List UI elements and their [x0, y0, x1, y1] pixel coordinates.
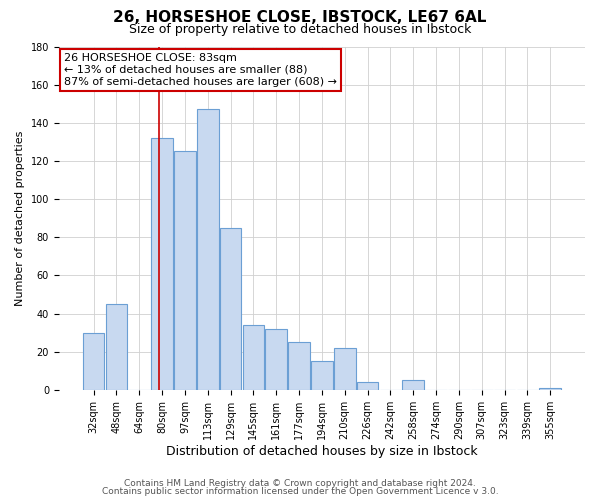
Text: 26 HORSESHOE CLOSE: 83sqm
← 13% of detached houses are smaller (88)
87% of semi-: 26 HORSESHOE CLOSE: 83sqm ← 13% of detac… [64, 54, 337, 86]
X-axis label: Distribution of detached houses by size in Ibstock: Distribution of detached houses by size … [166, 444, 478, 458]
Text: Size of property relative to detached houses in Ibstock: Size of property relative to detached ho… [129, 22, 471, 36]
Bar [539, 388, 561, 390]
Bar [403, 380, 424, 390]
Text: Contains HM Land Registry data © Crown copyright and database right 2024.: Contains HM Land Registry data © Crown c… [124, 478, 476, 488]
Bar [197, 110, 218, 390]
Bar [242, 325, 264, 390]
Bar [83, 332, 104, 390]
Text: Contains public sector information licensed under the Open Government Licence v : Contains public sector information licen… [101, 487, 499, 496]
Bar [220, 228, 241, 390]
Bar [174, 152, 196, 390]
Bar [106, 304, 127, 390]
Bar [151, 138, 173, 390]
Bar [334, 348, 356, 390]
Bar [357, 382, 379, 390]
Y-axis label: Number of detached properties: Number of detached properties [15, 130, 25, 306]
Bar [288, 342, 310, 390]
Text: 26, HORSESHOE CLOSE, IBSTOCK, LE67 6AL: 26, HORSESHOE CLOSE, IBSTOCK, LE67 6AL [113, 10, 487, 25]
Bar [311, 361, 333, 390]
Bar [265, 329, 287, 390]
